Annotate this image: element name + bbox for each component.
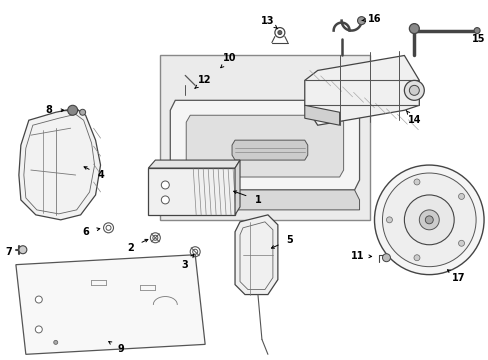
Polygon shape [304,105,339,125]
Circle shape [382,173,475,267]
Circle shape [473,28,479,33]
Polygon shape [235,160,240,215]
Circle shape [404,195,453,245]
Circle shape [357,17,365,24]
Text: 8: 8 [45,105,52,115]
Circle shape [54,340,58,345]
Polygon shape [232,140,307,160]
Circle shape [67,105,78,115]
Text: 9: 9 [117,345,123,354]
Text: 11: 11 [350,251,364,261]
Circle shape [35,296,42,303]
Polygon shape [457,216,469,224]
Circle shape [382,254,389,262]
Polygon shape [148,160,240,168]
Text: 13: 13 [261,15,274,26]
Polygon shape [394,195,406,203]
Circle shape [425,216,432,224]
Text: 5: 5 [286,235,293,245]
Text: 16: 16 [367,14,381,24]
Polygon shape [175,190,359,210]
Circle shape [374,165,483,275]
Circle shape [408,85,419,95]
Circle shape [161,196,169,204]
Circle shape [161,181,169,189]
Circle shape [386,217,392,223]
Text: 2: 2 [127,243,134,253]
Circle shape [80,109,85,115]
Polygon shape [16,255,205,354]
Circle shape [404,80,424,100]
Circle shape [458,193,464,199]
Circle shape [408,24,419,33]
Polygon shape [235,215,277,294]
Text: 1: 1 [254,195,261,205]
Circle shape [277,31,281,35]
Polygon shape [433,249,445,257]
Bar [160,55,369,220]
Text: 15: 15 [471,33,485,44]
Polygon shape [148,168,235,215]
Polygon shape [170,100,359,190]
Polygon shape [186,115,343,177]
Text: 10: 10 [223,54,236,63]
Text: 4: 4 [97,170,104,180]
Text: 17: 17 [451,273,465,283]
Text: 14: 14 [407,115,420,125]
Circle shape [413,255,419,261]
Circle shape [19,246,27,254]
Text: 7: 7 [5,247,12,257]
Polygon shape [170,180,175,210]
Text: 12: 12 [198,75,211,85]
Polygon shape [433,183,445,191]
Polygon shape [19,108,101,220]
Polygon shape [394,237,406,244]
Circle shape [419,210,438,230]
Text: 3: 3 [182,260,188,270]
Polygon shape [304,55,419,125]
Circle shape [413,179,419,185]
Circle shape [458,240,464,246]
Circle shape [35,326,42,333]
Text: 6: 6 [82,227,89,237]
